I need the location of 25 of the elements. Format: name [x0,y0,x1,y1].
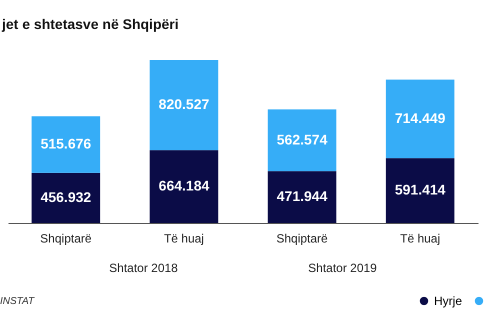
legend-label: Hyrje [434,294,462,308]
data-label: 714.449 [394,110,446,126]
bar [268,109,336,172]
bar [32,116,100,173]
x-tick-label: Shqiptarë [276,232,328,246]
bar [386,158,454,223]
x-tick-label: Të huaj [164,232,204,246]
x-tick-label: Të huaj [400,232,440,246]
text: Shtator 2018 [109,261,178,275]
bar [150,150,218,223]
chart-title: jet e shtetasve në Shqipëri [1,16,179,32]
data-label: 456.932 [40,188,92,205]
text: INSTAT [0,296,35,307]
data-label: 471.944 [276,188,328,204]
data-label: 664.184 [158,178,210,194]
data-label: 562.574 [276,131,328,148]
text: Shtator 2019 [308,261,378,275]
bar [32,172,100,223]
bar [150,60,218,150]
x-tick-label: Shqiptarë [40,232,92,246]
bar [386,80,454,158]
data-label: 515.676 [40,136,92,152]
bar [268,171,336,223]
data-label: 591.414 [394,182,446,198]
data-label: 820.527 [158,96,210,112]
